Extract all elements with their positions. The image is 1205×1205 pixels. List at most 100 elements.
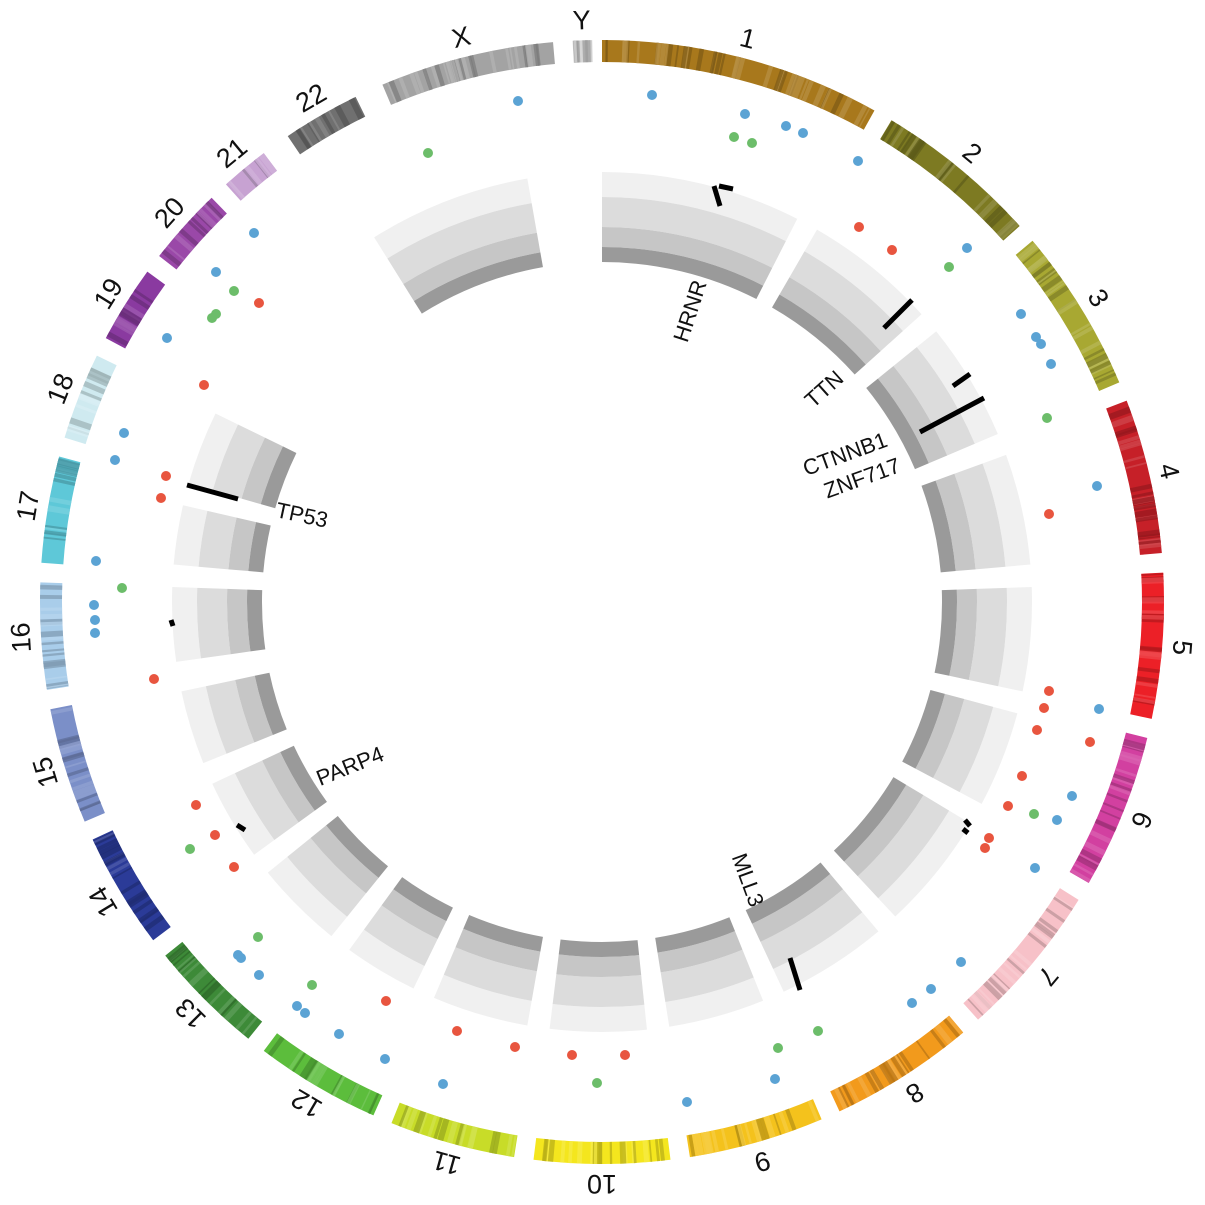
mutation-point-blue	[119, 428, 129, 438]
cytoband-stripe	[1093, 369, 1115, 380]
cytoband-stripe	[220, 998, 238, 1017]
inner-track-band	[878, 810, 971, 917]
mutation-point-blue	[110, 455, 120, 465]
cytoband-stripe	[1108, 406, 1132, 420]
mutation-point-red	[156, 493, 166, 503]
cytoband-stripe	[700, 1132, 708, 1155]
inner-track-band	[463, 914, 543, 952]
cytoband-stripe	[900, 133, 917, 155]
cytoband-stripe	[1053, 896, 1073, 912]
gene-marker-bar	[963, 818, 972, 828]
chromosome-label-5: 5	[1167, 639, 1198, 656]
mutation-point-red	[1085, 737, 1095, 747]
inner-track-sector	[374, 178, 543, 314]
cytoband-stripe	[1094, 819, 1117, 832]
cytoband-stripe	[386, 81, 398, 104]
cytoband-stripe	[1022, 249, 1041, 265]
mutation-point-blue	[740, 109, 750, 119]
cytoband-stripe	[138, 906, 159, 923]
mutation-point-green	[592, 1078, 602, 1088]
inner-track-sector	[921, 454, 1031, 573]
cytoband-stripe	[1138, 542, 1162, 550]
mutation-point-red	[887, 245, 897, 255]
cytoband-stripe	[109, 861, 131, 876]
cytoband-stripe	[1026, 255, 1048, 274]
cytoband-stripe	[1141, 573, 1164, 576]
mutation-point-blue	[1031, 332, 1041, 342]
cytoband-stripe	[743, 1122, 753, 1145]
cytoband-stripe	[773, 69, 785, 92]
gene-marker-bar	[961, 827, 970, 835]
cytoband-stripe	[254, 157, 272, 178]
cytoband-stripe	[857, 1075, 872, 1098]
cytoband-stripe	[734, 57, 746, 80]
cytoband-stripe	[547, 1139, 556, 1162]
cytoband-stripe	[841, 1084, 855, 1106]
cytoband-stripe	[187, 220, 206, 238]
cytoband-stripe	[54, 472, 77, 482]
cytoband-stripe	[1078, 854, 1099, 868]
inner-track-sector	[188, 413, 297, 509]
inner-track-band	[173, 505, 208, 567]
cytoband-stripe	[997, 966, 1017, 985]
cytoband-stripe	[398, 76, 410, 99]
cytoband-stripe	[1078, 853, 1100, 866]
cytoband-stripe	[327, 110, 341, 131]
gene-label-ttn: TTN	[800, 365, 849, 412]
mutation-point-blue	[300, 1008, 310, 1018]
cytoband-stripe	[688, 1134, 696, 1157]
mutation-point-red	[980, 843, 990, 853]
cytoband-stripe	[1139, 652, 1162, 660]
cytoband-stripe	[1124, 462, 1147, 470]
inner-track-band	[433, 974, 532, 1026]
inner-track-band	[789, 251, 903, 352]
cytoband-stripe	[904, 136, 921, 158]
cytoband-stripe	[1108, 784, 1131, 796]
inner-track-band	[363, 905, 438, 967]
cytoband-stripe	[1006, 957, 1025, 975]
chromosome-label-6: 6	[1125, 807, 1158, 832]
cytoband-stripe	[112, 866, 133, 880]
chromosome-4	[1106, 400, 1162, 555]
inner-track-sector	[212, 745, 327, 855]
chromosome-label-10: 10	[587, 1169, 617, 1199]
inner-track-sector	[866, 331, 998, 470]
cytoband-stripe	[76, 792, 98, 804]
cytoband-stripe	[1138, 539, 1161, 545]
cytoband-stripe	[996, 218, 1017, 237]
inner-track-band	[254, 672, 287, 735]
inner-track-band	[752, 873, 844, 942]
cytoband-stripe	[139, 909, 160, 924]
cytoband-stripe	[864, 1071, 879, 1093]
chromosome-17	[41, 456, 81, 565]
inner-track-band	[954, 463, 1006, 570]
cytoband-stripe	[973, 193, 991, 213]
cytoband-stripe	[915, 1040, 931, 1060]
cytoband-stripe	[524, 44, 534, 68]
inner-track-band	[443, 947, 537, 1001]
cytoband-stripe	[143, 914, 165, 932]
cytoband-stripe	[1132, 696, 1156, 705]
cytoband-stripe	[979, 200, 998, 219]
chromosome-label-17: 17	[11, 489, 46, 524]
inner-track-band	[857, 795, 950, 899]
cytoband-stripe	[413, 71, 425, 94]
mutation-point-blue	[798, 128, 808, 138]
inner-track-sector	[172, 586, 266, 662]
mutation-point-green	[423, 148, 433, 158]
chromosome-12	[263, 1033, 383, 1116]
cytoband-stripe	[763, 1115, 776, 1139]
cytoband-stripe	[513, 46, 521, 69]
chromosome-band-20	[159, 197, 227, 270]
cytoband-stripe	[71, 780, 94, 792]
cytoband-stripe	[759, 1117, 770, 1140]
inner-track-band	[552, 974, 645, 1007]
cytoband-stripe	[680, 45, 689, 69]
cytoband-stripe	[413, 1110, 427, 1134]
cytoband-stripe	[1069, 868, 1091, 883]
inner-track-band	[310, 825, 379, 894]
cytoband-stripe	[44, 526, 67, 532]
cytoband-stripe	[1122, 738, 1146, 751]
mutation-point-blue	[1067, 791, 1077, 801]
